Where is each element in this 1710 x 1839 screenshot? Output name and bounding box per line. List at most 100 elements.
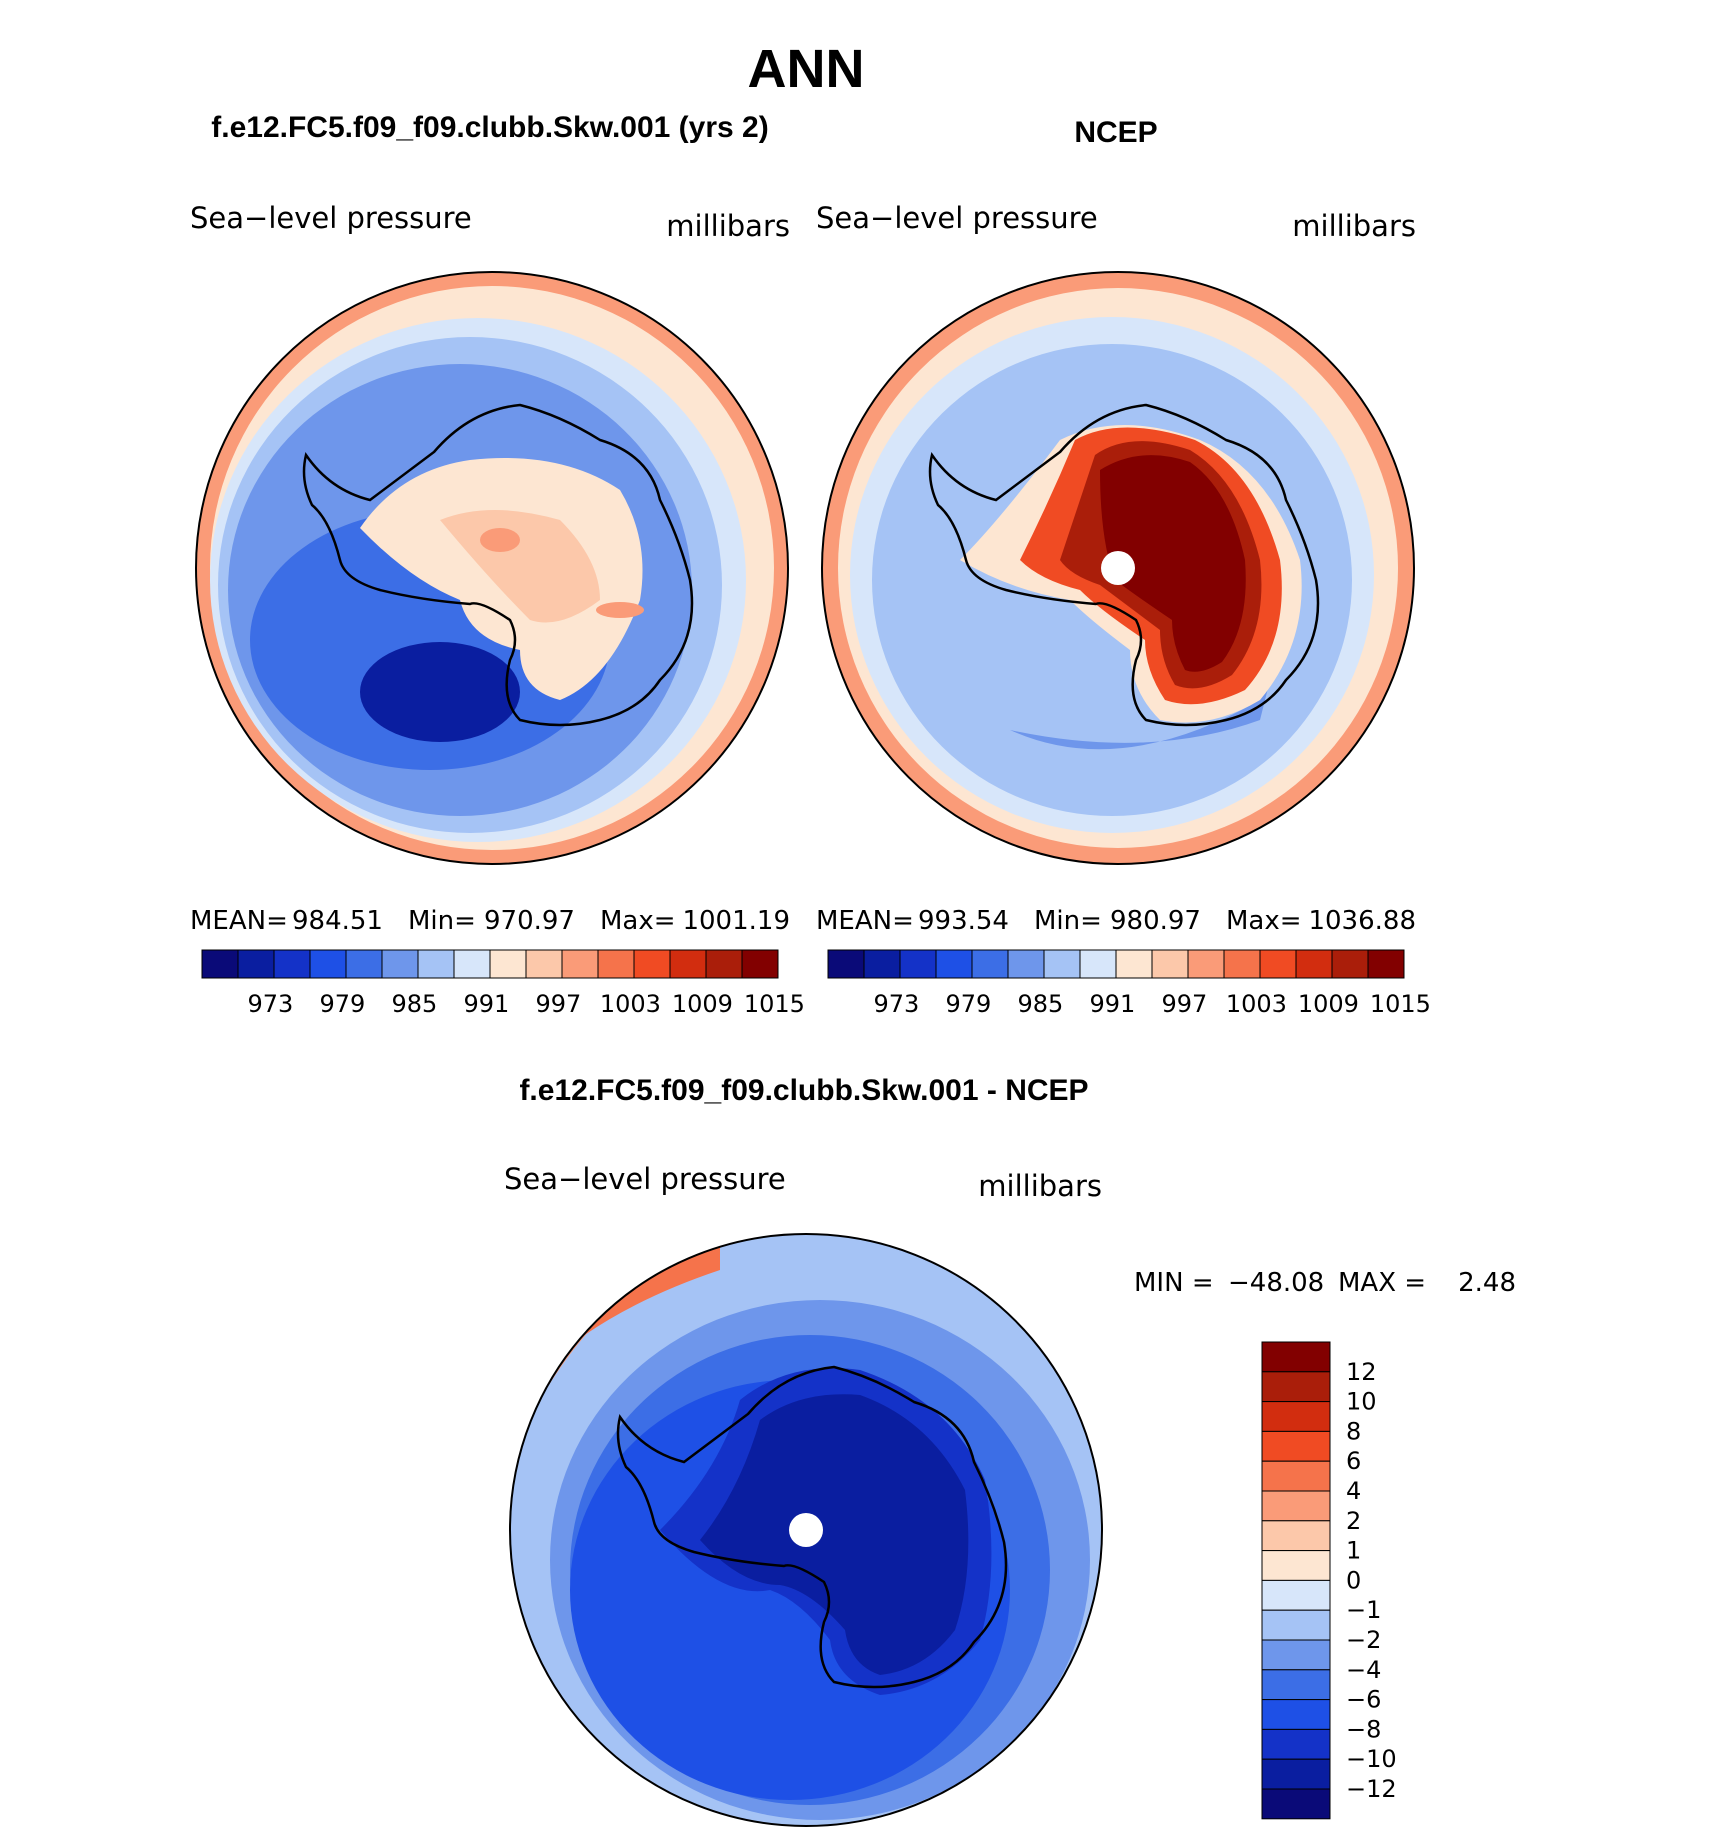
- colorbar-swatch: [1261, 1401, 1331, 1432]
- colorbar-swatch: [1007, 949, 1045, 979]
- panel-diff-right-label: millibars: [978, 1169, 1102, 1203]
- colorbar-swatch: [1261, 1520, 1331, 1552]
- map-a-interior-spot: [480, 528, 520, 552]
- colorbar-swatch: [345, 949, 383, 979]
- colorbar-tick-label: −4: [1346, 1656, 1381, 1684]
- colorbar-tick-label: 973: [873, 990, 919, 1018]
- panel-title-diff: f.e12.FC5.f09_f09.clubb.Skw.001 - NCEP: [519, 1074, 1088, 1107]
- colorbar-tick-label: 1003: [1226, 990, 1287, 1018]
- colorbar-swatch: [1261, 1430, 1331, 1462]
- colorbar-tick-label: 991: [463, 990, 509, 1018]
- colorbar-tick-label: 6: [1346, 1447, 1361, 1475]
- panel-model-min-label: Min=: [408, 906, 476, 936]
- colorbar-swatch: [971, 949, 1009, 979]
- colorbar-swatch: [417, 949, 455, 979]
- colorbar-swatch: [453, 949, 491, 979]
- colorbar-swatch: [1261, 1341, 1331, 1373]
- colorbar-swatch: [1261, 1550, 1331, 1581]
- panel-model: Sea−level pressure millibars MEAN= 984.5…: [190, 201, 805, 1018]
- panel-title-obs: NCEP: [1074, 116, 1157, 149]
- colorbar-tick-label: 1015: [744, 990, 805, 1018]
- panel-diff-map: [510, 1234, 1102, 1826]
- panel-diff-min-value: −48.08: [1228, 1268, 1324, 1298]
- colorbar-swatch: [669, 949, 707, 979]
- colorbar-swatch: [935, 949, 973, 979]
- colorbar-tick-label: 2: [1346, 1507, 1361, 1535]
- map-c-border: [509, 1233, 1103, 1827]
- colorbar-tick-label: 1: [1346, 1537, 1361, 1565]
- map-c-continent-core: [700, 1394, 969, 1675]
- colorbar-swatch: [1223, 949, 1261, 979]
- map-c-pole-mask: [789, 1513, 823, 1547]
- colorbar-tick-label: −10: [1346, 1745, 1397, 1773]
- colorbar-swatch: [201, 949, 239, 979]
- colorbar-swatch: [273, 949, 311, 979]
- colorbar-tick-label: 973: [247, 990, 293, 1018]
- colorbar-tick-label: −6: [1346, 1686, 1381, 1714]
- map-b-coastline: [928, 403, 1320, 727]
- colorbar-tick-label: 4: [1346, 1477, 1361, 1505]
- colorbar-tick-label: 0: [1346, 1566, 1361, 1594]
- panel-diff-min-label: MIN =: [1134, 1268, 1214, 1298]
- colorbar-swatch: [237, 949, 275, 979]
- colorbar-tick-label: −8: [1346, 1715, 1381, 1743]
- colorbar-swatch: [1115, 949, 1153, 979]
- colorbar-swatch: [381, 949, 419, 979]
- panel-obs-right-label: millibars: [1292, 209, 1416, 243]
- colorbar-swatch: [1367, 949, 1405, 979]
- panel-model-map: [196, 272, 788, 864]
- colorbar-swatch: [827, 949, 865, 979]
- panel-obs-mean-label: MEAN=: [816, 906, 914, 936]
- colorbar-tick-label: 1003: [600, 990, 661, 1018]
- colorbar-swatch: [1261, 1758, 1331, 1790]
- colorbar-swatch: [1295, 949, 1333, 979]
- map-a-border: [195, 271, 789, 865]
- panel-model-max-value: 1001.19: [682, 906, 790, 936]
- colorbar-swatch: [1261, 1728, 1331, 1760]
- panel-obs-max-value: 1036.88: [1308, 906, 1416, 936]
- panel-obs-min-value: 980.97: [1110, 906, 1201, 936]
- panel-model-mean-label: MEAN=: [190, 906, 288, 936]
- colorbar-swatch: [1261, 1669, 1331, 1701]
- panel-model-max-label: Max=: [600, 906, 676, 936]
- colorbar-swatch: [1079, 949, 1117, 979]
- panel-title-model: f.e12.FC5.f09_f09.clubb.Skw.001 (yrs 2): [211, 111, 768, 144]
- colorbar-swatch: [1043, 949, 1081, 979]
- colorbar-swatch: [489, 949, 527, 979]
- panel-model-left-label: Sea−level pressure: [190, 201, 472, 235]
- colorbar-swatch: [633, 949, 671, 979]
- colorbar-swatch: [597, 949, 635, 979]
- panel-model-mean-value: 984.51: [292, 906, 383, 936]
- colorbar-swatch: [1261, 1788, 1331, 1820]
- colorbar-swatch: [741, 949, 779, 979]
- colorbar-tick-label: −1: [1346, 1596, 1381, 1624]
- colorbar-model: 973 979 985 991 997 1003 1009 1015: [201, 949, 805, 1018]
- colorbar-tick-label: 1009: [1298, 990, 1359, 1018]
- colorbar-tick-label: 8: [1346, 1417, 1361, 1445]
- panel-model-right-label: millibars: [666, 209, 790, 243]
- colorbar-swatch: [1331, 949, 1369, 979]
- panel-diff-max-label: MAX =: [1338, 1268, 1426, 1298]
- colorbar-tick-label: 979: [945, 990, 991, 1018]
- map-a-amundsen-low: [360, 642, 520, 742]
- colorbar-obs: 973 979 985 991 997 1003 1009 1015: [827, 949, 1431, 1018]
- colorbar-swatch: [1261, 1639, 1331, 1671]
- colorbar-tick-label: −12: [1346, 1775, 1397, 1803]
- panel-diff-left-label: Sea−level pressure: [504, 1162, 786, 1196]
- map-b-pole-mask: [1101, 551, 1135, 585]
- colorbar-tick-label: 1015: [1370, 990, 1431, 1018]
- figure-title: ANN: [748, 39, 865, 99]
- panel-obs-max-label: Max=: [1226, 906, 1302, 936]
- colorbar-swatch: [1261, 1371, 1331, 1403]
- colorbar-tick-label: 1009: [672, 990, 733, 1018]
- map-c-ne-ring: [530, 1240, 720, 1380]
- colorbar-swatch: [561, 949, 599, 979]
- map-a-coastline: [302, 403, 694, 727]
- colorbar-tick-label: 12: [1346, 1358, 1377, 1386]
- panel-diff: Sea−level pressure millibars MIN = −48.0…: [504, 1162, 1516, 1827]
- colorbar-swatch: [705, 949, 743, 979]
- colorbar-swatch: [863, 949, 901, 979]
- map-a-interior-spot-2: [596, 602, 644, 618]
